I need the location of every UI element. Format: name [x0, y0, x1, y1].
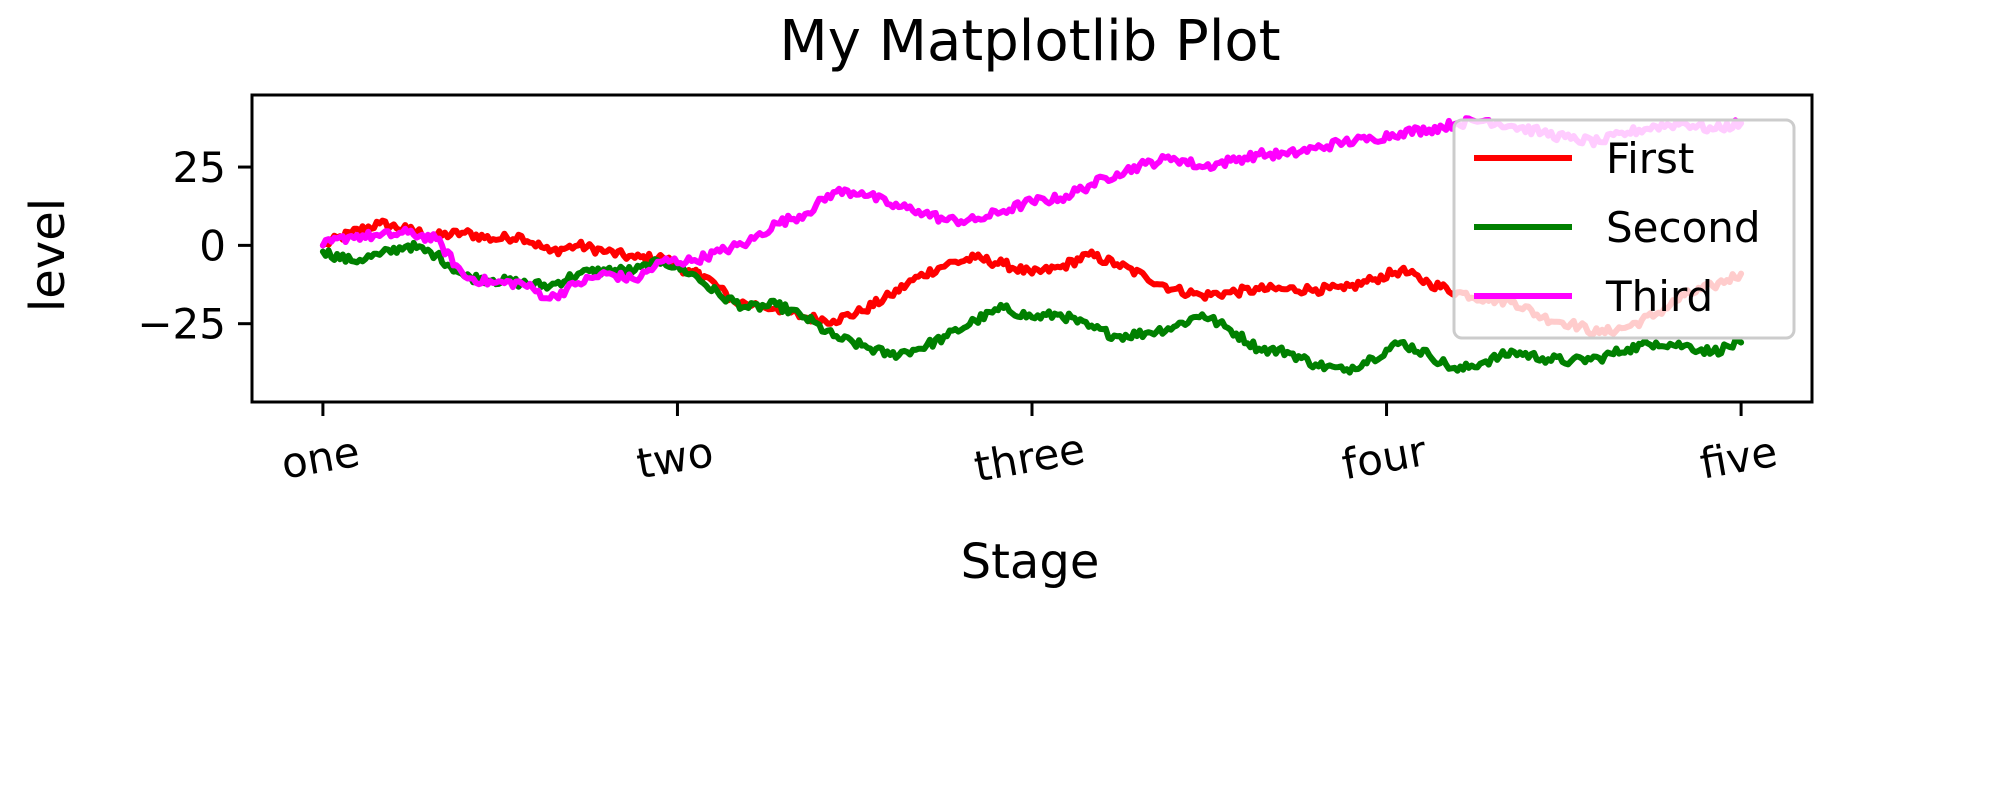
y-tick-label: 25	[173, 143, 226, 192]
x-axis-label: Stage	[961, 534, 1100, 590]
x-tick-label: four	[1338, 426, 1430, 489]
legend-box	[1452, 118, 1796, 340]
x-tick-label: five	[1696, 427, 1780, 489]
x-tick-label: three	[971, 424, 1089, 492]
x-tick-label: two	[633, 427, 717, 489]
legend-label-first: First	[1606, 134, 1694, 183]
x-tick-label: one	[278, 427, 363, 489]
y-axis-label: level	[20, 198, 76, 312]
y-tick-label: −25	[137, 300, 226, 349]
legend: First Second Third	[1452, 118, 1796, 340]
y-tick-label: 0	[199, 221, 226, 270]
legend-label-second: Second	[1606, 203, 1761, 252]
chart-title: My Matplotlib Plot	[779, 9, 1280, 74]
series-line-second	[319, 239, 1745, 376]
legend-label-third: Third	[1605, 272, 1713, 321]
